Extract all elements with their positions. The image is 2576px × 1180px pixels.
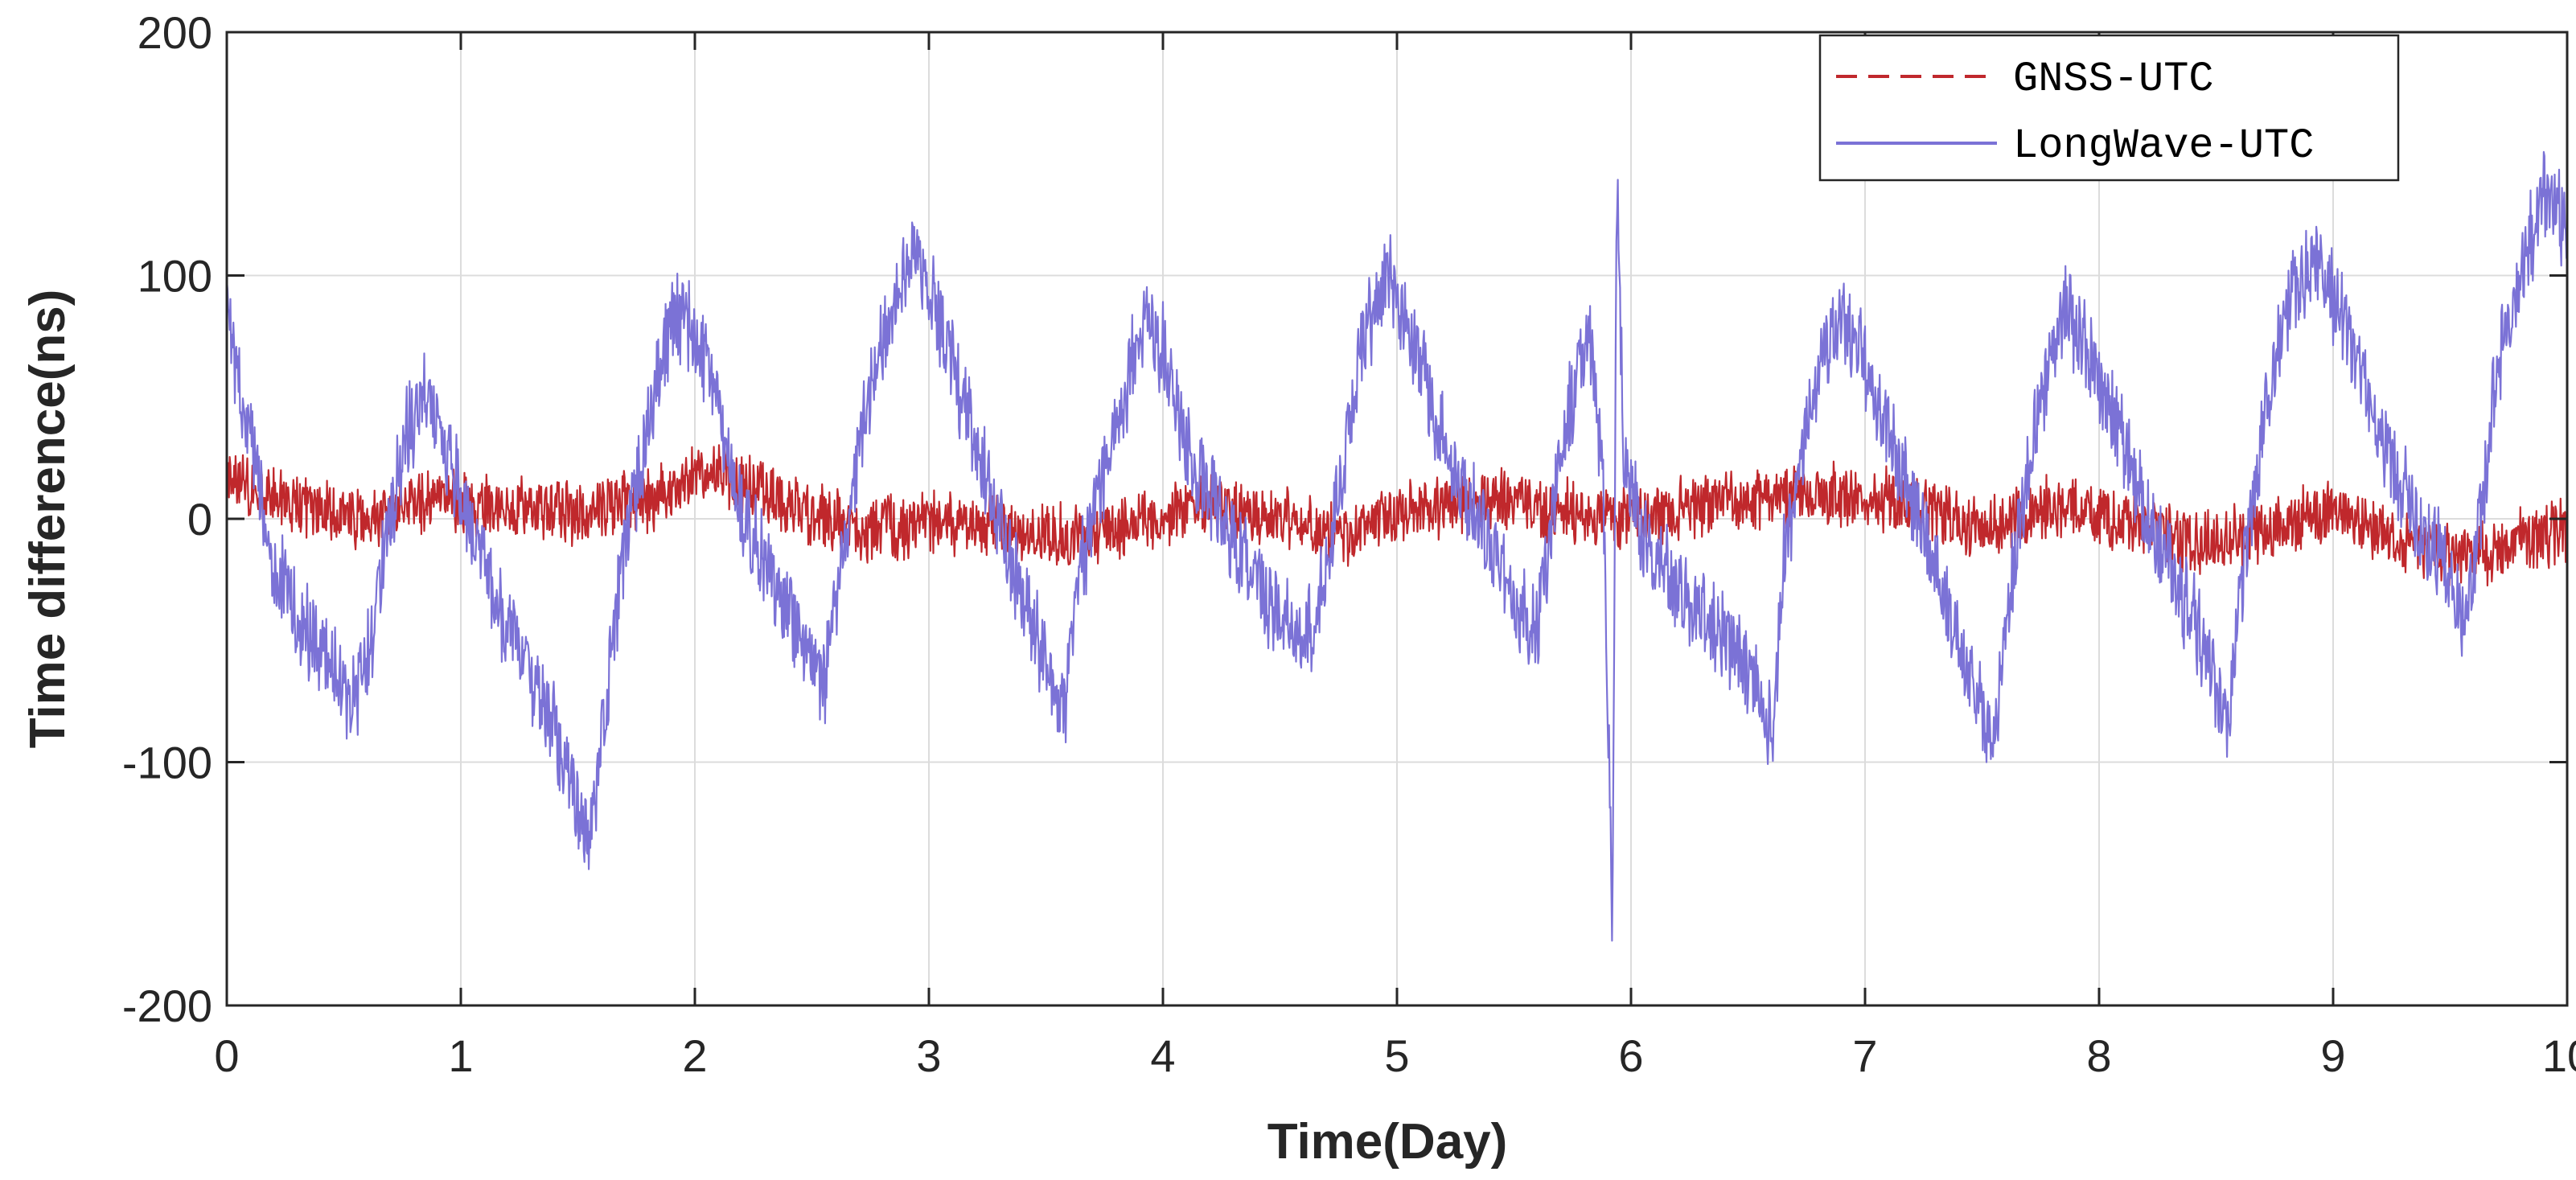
legend-label-longwave-utc: LongWave-UTC <box>2013 122 2314 170</box>
x-tick-label: 9 <box>2320 1030 2345 1081</box>
x-tick-label: 2 <box>682 1030 707 1081</box>
x-tick-label: 3 <box>916 1030 941 1081</box>
x-tick-label: 7 <box>1852 1030 1877 1081</box>
y-tick-label: -200 <box>122 981 212 1031</box>
x-tick-label: 6 <box>1618 1030 1643 1081</box>
x-tick-label: 0 <box>214 1030 239 1081</box>
legend: GNSS-UTC LongWave-UTC <box>1818 34 2400 182</box>
y-axis-title: Time difference(ns) <box>20 290 76 749</box>
x-tick-labels: 0 1 2 3 4 5 6 7 8 9 10 <box>214 1030 2576 1081</box>
x-tick-label: 8 <box>2086 1030 2111 1081</box>
y-tick-label: 0 <box>187 494 212 545</box>
series-layer <box>225 150 2569 942</box>
legend-label-gnss-utc: GNSS-UTC <box>2013 56 2214 103</box>
series-line-longwave-utc <box>225 150 2569 942</box>
legend-box <box>1818 34 2400 182</box>
x-axis-title: Time(Day) <box>1267 1114 1508 1170</box>
x-tick-label: 10 <box>2542 1030 2576 1081</box>
y-tick-label: 200 <box>138 7 212 58</box>
x-tick-label: 4 <box>1150 1030 1175 1081</box>
y-tick-labels: 200 100 0 -100 -200 <box>122 7 212 1031</box>
y-tick-label: 100 <box>138 251 212 302</box>
series-line-gnss-utc <box>225 442 2569 587</box>
x-tick-label: 5 <box>1384 1030 1409 1081</box>
y-tick-label: -100 <box>122 738 212 788</box>
x-tick-label: 1 <box>448 1030 473 1081</box>
